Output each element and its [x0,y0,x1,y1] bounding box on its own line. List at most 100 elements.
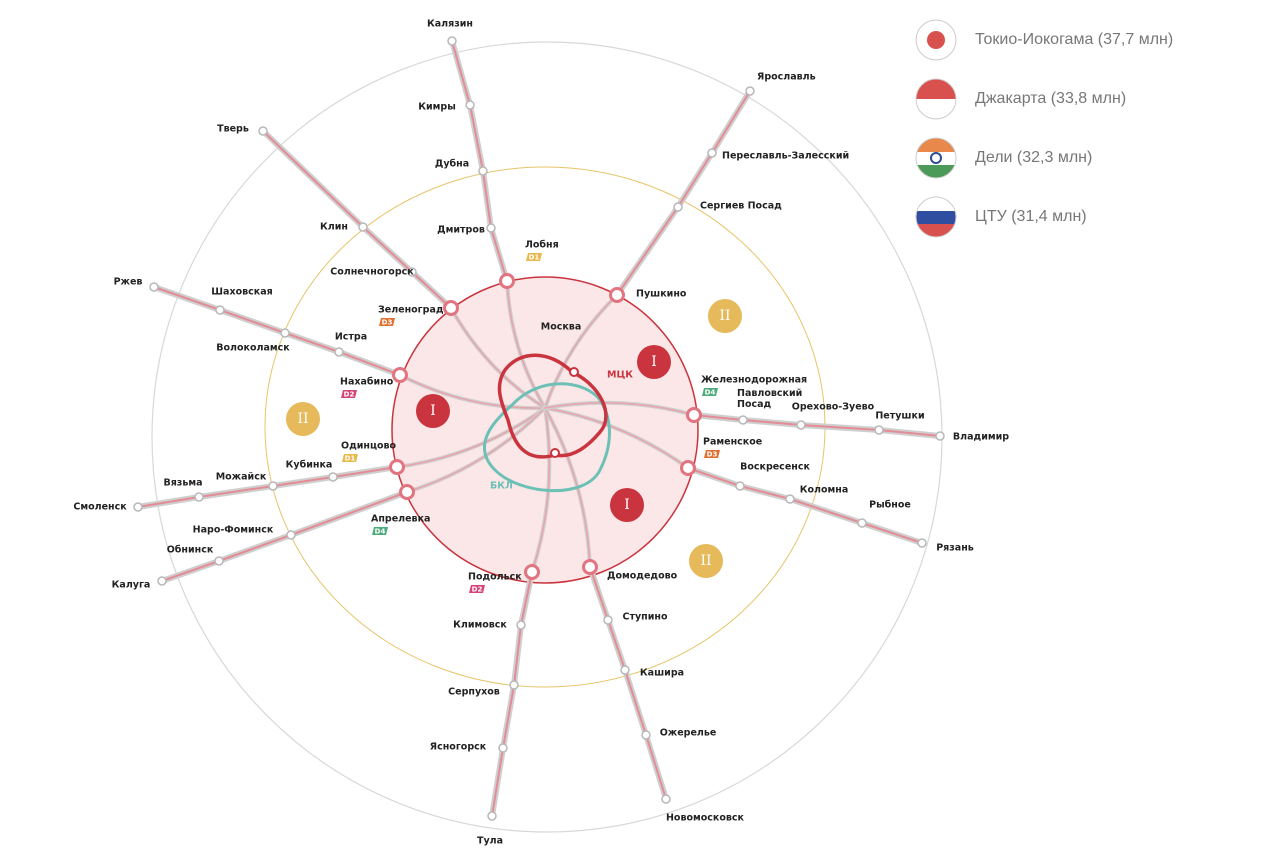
station-label: Домодедово [607,571,678,582]
inner-line [399,374,546,409]
station-label: Дмитров [437,225,485,236]
station-label: Раменское [703,437,762,448]
ray-line [161,491,408,582]
bkl-label: БКЛ [490,481,513,492]
line-badge [342,454,358,462]
station-label: Апрелевка [371,514,430,525]
city-label: Москва [541,322,581,333]
station-label: Петушки [875,411,924,422]
station-label: Орехово-Зуево [792,402,875,413]
station-label: Нахабино [340,377,394,388]
hub-node [392,367,408,383]
line-badge-label: D2 [344,391,355,399]
station-label: Коломна [800,485,849,496]
line-badge-label: D3 [382,319,393,327]
station-label: Дубна [435,159,469,170]
station-node [478,166,488,176]
station-label: Калязин [427,19,473,30]
station-label: Можайск [216,472,267,483]
inner-line [544,407,591,568]
mck-label: МЦК [607,370,633,381]
zone-label: II [297,411,308,427]
zone-badge [610,488,644,522]
station-label: Истра [335,332,367,343]
station-node [735,481,745,491]
station-label: Подольск [468,572,522,583]
station-node [149,282,159,292]
mck-node [569,367,579,377]
station-label: Сергиев Посад [700,201,782,212]
flag-indonesia [915,78,957,120]
hub-node [443,300,459,316]
station-label: Ступино [623,612,668,623]
station-node [447,36,457,46]
inner-lines [396,280,695,573]
station-node [258,126,268,136]
flag-russia [915,196,957,238]
station-node [673,202,683,212]
station-label: Рязань [936,543,974,554]
station-label: Одинцово [341,441,397,452]
hub-node [389,459,405,475]
station-node [935,431,945,441]
mck-node [550,448,560,458]
station-node [707,148,717,158]
inner-line [406,407,546,493]
zone-label: II [719,308,730,324]
station-node [509,680,519,690]
station-node [214,556,224,566]
station-label: Рыбное [869,500,911,511]
hub-node [686,407,702,423]
line-badge [702,388,718,396]
inner-line [544,407,689,469]
line-badge [704,450,720,458]
legend-label: Токио-Иокогама (37,7 млн) [975,31,1173,48]
hub-node [499,273,515,289]
line-badge-label: D1 [529,254,540,262]
station-node [785,494,795,504]
mck-loop [497,353,608,459]
station-label: Ржев [114,277,143,288]
station-label: Зеленоград [378,305,444,316]
line-badge [469,585,485,593]
station-node [407,267,417,277]
flag-india [915,137,957,179]
zone-label: I [430,403,436,419]
station-node [487,811,497,821]
station-label: Переславль-Залесский [722,151,849,162]
station-node [194,492,204,502]
hub-node [399,484,415,500]
station-label: Кубинка [286,460,333,471]
station-node [286,530,296,540]
hub-node [524,564,540,580]
station-label: Кашира [640,668,684,679]
station-node [215,305,225,315]
station-node [620,665,630,675]
flag-japan [915,19,957,61]
line-badge-label: D3 [707,451,718,459]
line-badge-label: D2 [472,586,483,594]
zone-badge [637,345,671,379]
inner-line [506,280,546,409]
station-node [133,502,143,512]
line-badge [341,390,357,398]
station-label-box: Павловский Посад [737,388,802,410]
station-node [334,347,344,357]
ray-line [262,130,452,309]
station-label: Владимир [953,432,1009,443]
station-label: Лобня [525,240,559,251]
ray-casing [614,89,753,297]
station-label: Ожерелье [660,728,717,739]
inner-line [450,307,546,409]
station-label: Тула [477,836,503,847]
station-node [641,730,651,740]
hub-node [609,287,625,303]
zone-badge [416,394,450,428]
station-node [280,328,290,338]
station-node [465,100,475,110]
zone-badge [286,402,320,436]
zone-badge [689,544,723,578]
